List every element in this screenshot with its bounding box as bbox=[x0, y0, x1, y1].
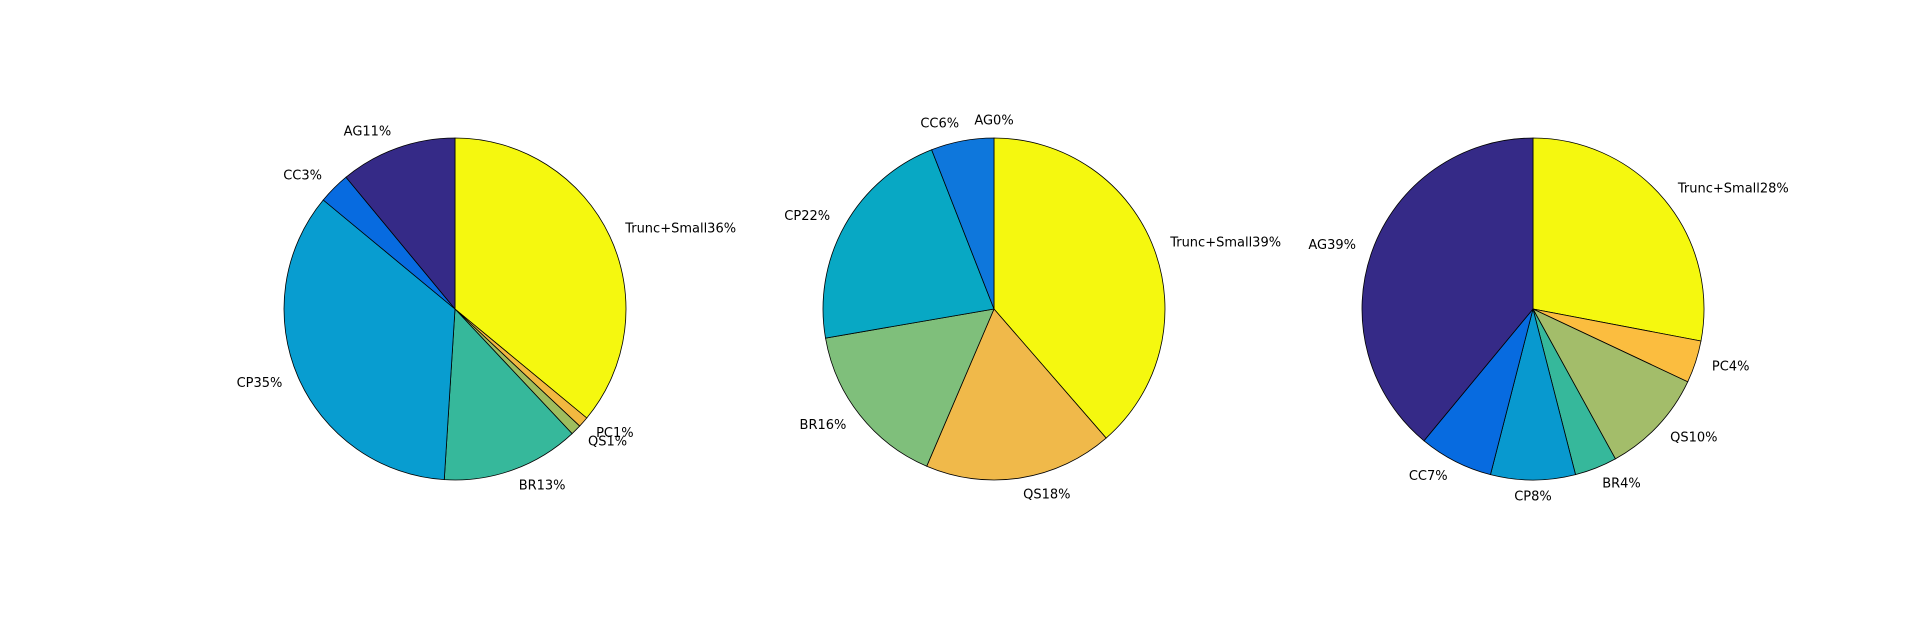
pie-2-slice-cp bbox=[822, 149, 995, 339]
pie-3-label-cc: CC7% bbox=[1409, 469, 1448, 484]
pie-1-label-qs: QS1% bbox=[588, 435, 627, 450]
pie-1-slice-cp bbox=[283, 199, 456, 481]
pie-3-slice-trunc-small bbox=[1532, 137, 1705, 342]
pie-1-slice-ag bbox=[345, 137, 456, 311]
pie-1-slice-trunc-small bbox=[454, 137, 627, 419]
pie-3-label-qs: QS10% bbox=[1670, 430, 1717, 445]
pie-2-slice-qs bbox=[926, 308, 1107, 481]
pie-2-label-qs: QS18% bbox=[1023, 487, 1070, 502]
pie-chart-1: Trunc+Small36% PC1%QS1% BR13% CP35% CC3% AG11… bbox=[237, 125, 737, 494]
pie-3-label-cp: CP8% bbox=[1514, 490, 1552, 505]
pie-3-slice-ag bbox=[1361, 137, 1534, 442]
pie-2-label-trunc-small: Trunc+Small39% bbox=[1169, 236, 1281, 251]
pie-2-slice-trunc-small bbox=[993, 137, 1166, 439]
pie-1-label-pc: PC1% bbox=[596, 426, 634, 441]
pie-1-label-br: BR13% bbox=[519, 479, 566, 494]
pie-chart-3: Trunc+Small28% PC4% QS10% BR4% CP8% CC7% AG39% bbox=[1308, 137, 1789, 505]
pie-2-label-cp: CP22% bbox=[784, 209, 830, 224]
pie-2-label-ag: AG0% bbox=[974, 113, 1013, 128]
pie-1-label-trunc-small: Trunc+Small36% bbox=[624, 221, 736, 236]
pie-2-label-cc: CC6% bbox=[920, 117, 959, 132]
pie-1-label-cc: CC3% bbox=[283, 169, 322, 184]
pie-chart-2: Trunc+Small39% QS18% BR16% CP22% CC6% AG0% bbox=[784, 113, 1281, 502]
pie-1-label-ag: AG11% bbox=[344, 125, 392, 140]
pie-3-label-pc: PC4% bbox=[1712, 360, 1750, 375]
pie-3-label-trunc-small: Trunc+Small28% bbox=[1677, 182, 1789, 197]
pie-1-label-cp: CP35% bbox=[237, 376, 283, 391]
pie-2-slice-br bbox=[825, 308, 995, 467]
pie-3-slice-qs bbox=[1532, 308, 1689, 460]
pie-1-slice-br bbox=[443, 308, 573, 481]
pie-2-slice-cc bbox=[931, 137, 995, 310]
pie-2-label-br: BR16% bbox=[800, 418, 847, 433]
pie-3-label-ag: AG39% bbox=[1308, 238, 1356, 253]
pie-3-label-br: BR4% bbox=[1602, 476, 1641, 491]
